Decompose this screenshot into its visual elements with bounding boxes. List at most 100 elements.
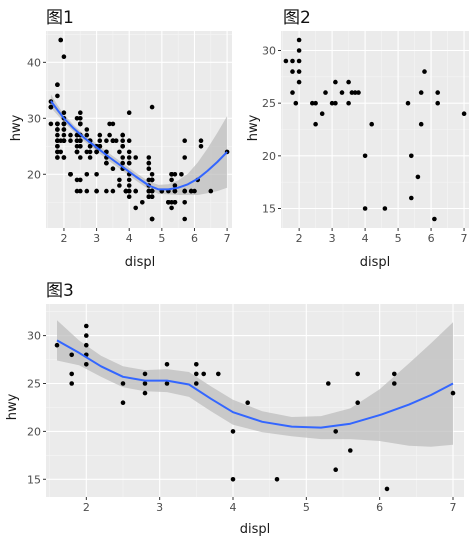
plot-1-points [48,37,230,222]
data-point [194,381,199,386]
data-point [120,155,125,160]
data-point [84,333,89,338]
data-point [349,90,355,95]
plot-2-title: 图2 [283,8,311,28]
plot-3-title: 图3 [46,281,74,301]
data-point [97,144,103,149]
plot-2-y-tick-label: 15 [262,203,276,216]
plot-3-y-axis-label: hwy [5,393,20,420]
data-point [142,381,148,386]
data-point [126,138,132,143]
data-point [169,172,174,177]
plot-3-y-tick-label: 25 [27,377,41,390]
data-point [78,138,83,143]
plot-3-y-tick-label: 15 [27,473,41,486]
data-point [110,188,116,194]
plot-2-x-tick-label: 6 [428,232,435,245]
data-point [78,110,83,115]
data-point [149,188,155,194]
data-point [78,144,83,149]
data-point [384,486,390,492]
data-point [293,100,299,106]
data-point [68,172,73,177]
data-point [69,371,74,377]
plot-3-x-tick-label: 6 [376,501,383,514]
data-point [149,172,155,177]
data-point [78,121,83,127]
data-point [415,174,421,180]
data-point [313,121,318,127]
data-point [346,100,351,106]
data-point [166,200,171,205]
plot-1-x-tick-label: 4 [126,232,133,245]
data-point [126,188,132,194]
data-point [216,371,221,377]
data-point [61,155,67,160]
data-point [296,37,302,43]
plot-3-confidence-ribbon [57,320,453,447]
data-point [55,93,60,99]
data-point [326,381,331,386]
data-point [461,111,467,116]
data-point [369,121,375,127]
data-point [283,58,289,64]
data-point [55,132,60,138]
plot-1-x-tick-label: 5 [158,232,165,245]
data-point [146,155,152,160]
data-point [84,132,90,138]
data-point [172,183,178,188]
plot-2-y-axis-label: hwy [246,114,261,141]
data-point [169,200,174,205]
data-point [355,400,361,406]
data-point [192,188,197,194]
data-point [194,371,199,377]
data-point [245,400,250,406]
data-point [230,477,236,482]
plot-1-x-axis-label: displ [125,255,156,270]
data-point [313,100,318,106]
data-point [333,429,339,434]
data-point [61,110,67,115]
data-point [435,90,441,95]
data-point [274,477,280,482]
data-point [55,82,60,87]
data-point [169,205,174,211]
data-point [133,155,138,160]
data-point [68,138,73,143]
plot-3-x-tick-label: 3 [156,501,163,514]
data-point [149,194,155,199]
data-point [450,390,456,396]
data-point [126,194,132,199]
data-point [230,429,236,434]
data-point [55,127,60,132]
data-point [422,69,427,74]
data-point [48,104,54,110]
data-point [126,149,132,155]
data-point [78,116,83,121]
data-point [333,100,338,106]
data-point [107,132,112,138]
data-point [61,138,67,143]
plot-3-smooth-line [56,339,454,429]
data-point [55,138,60,143]
data-point [319,111,325,116]
data-point [198,138,204,143]
data-point [392,381,397,386]
data-point [432,216,437,222]
data-point [296,58,302,64]
plot-2-y-tick-label: 25 [262,97,276,110]
data-point [55,155,60,160]
plot-3-x-tick-label: 2 [83,501,90,514]
data-point [74,188,80,194]
data-point [382,206,388,211]
data-point [107,121,112,127]
data-point [126,155,132,160]
data-point [55,121,60,127]
data-point [94,172,99,177]
data-point [78,155,83,160]
plot-3: 2 3 4 5 6 7 15 20 25 30 图3 displ hwy [5,281,464,537]
plot-1-title: 图1 [46,8,74,28]
plot-2-y-tick-label: 20 [262,150,276,163]
data-point [392,371,397,377]
data-point [110,121,116,127]
